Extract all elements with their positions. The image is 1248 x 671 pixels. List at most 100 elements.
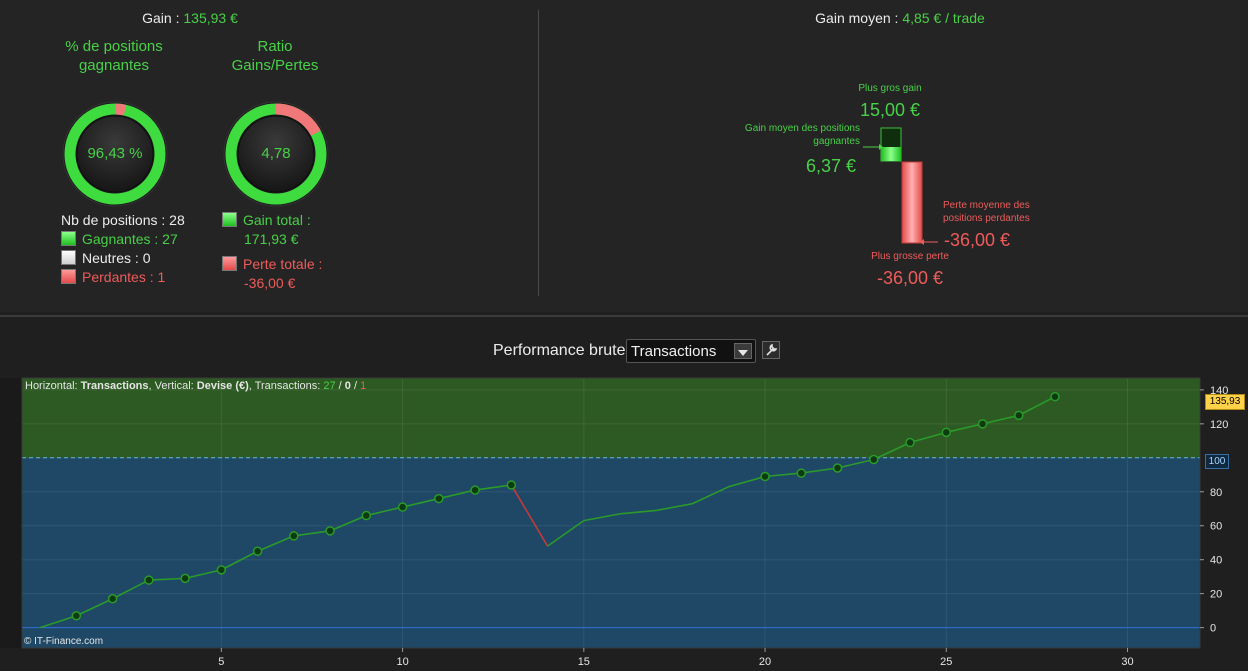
series-segment xyxy=(619,509,657,515)
perte-totale-value: -36,00 € xyxy=(244,275,296,291)
series-segment xyxy=(293,530,331,537)
data-point xyxy=(506,480,517,490)
reference-badge: 100 xyxy=(1205,454,1229,469)
y-tick-label: 60 xyxy=(1210,521,1222,533)
data-point xyxy=(760,471,770,482)
x-tick-label: 25 xyxy=(940,656,952,668)
red-square-icon xyxy=(222,256,237,271)
gain-total: Gain total : xyxy=(222,211,322,230)
gain-total-value: 171,93 € xyxy=(244,231,299,247)
pct-winning-gauge xyxy=(62,101,168,207)
data-point xyxy=(180,573,190,584)
section-divider xyxy=(0,315,1248,317)
pct-winning-title: % de positions gagnantes xyxy=(65,38,163,74)
chart-info-line: Horizontal: Transactions, Vertical: Devi… xyxy=(25,380,367,392)
data-point xyxy=(434,493,444,504)
data-point xyxy=(941,427,952,438)
series-segment xyxy=(692,485,730,505)
series-segment xyxy=(184,569,222,580)
series-segment xyxy=(583,513,621,522)
legend-losing: Perdantes : 1 xyxy=(61,268,185,287)
positions-legend: Nb de positions : 28 Gagnantes : 27 Neut… xyxy=(61,211,185,287)
below-reference-zone xyxy=(22,457,1200,648)
y-tick-label: 40 xyxy=(1210,555,1222,567)
data-point xyxy=(796,468,807,478)
totals-legend: Gain total : 171,93 € Perte totale : -36… xyxy=(222,211,322,293)
gain-moyen-positions-label: Gain moyen des positions gagnantes xyxy=(744,123,860,147)
data-point xyxy=(1050,391,1060,402)
data-point xyxy=(107,594,118,604)
x-tick-label: 30 xyxy=(1121,656,1133,668)
performance-title: Performance brute xyxy=(493,342,626,359)
gain-loss-bars xyxy=(863,127,938,245)
green-square-icon xyxy=(61,231,76,246)
perte-totale: Perte totale : xyxy=(222,255,322,274)
y-tick-label: 120 xyxy=(1210,419,1228,431)
x-tick-label: 15 xyxy=(578,656,590,668)
series-segment xyxy=(946,423,983,434)
loss-segment xyxy=(510,484,549,547)
y-tick-label: 140 xyxy=(1210,385,1228,397)
series-segment xyxy=(257,535,295,552)
series-segment xyxy=(112,579,150,600)
last-value-badge: 135,93 xyxy=(1205,394,1245,410)
series-segment xyxy=(656,502,693,512)
data-point xyxy=(71,610,82,621)
ratio-title: Ratio Gains/Pertes xyxy=(231,38,319,74)
x-tick-label: 10 xyxy=(396,656,408,668)
plot-frame xyxy=(21,377,1201,649)
series-segment xyxy=(1018,395,1056,417)
gain-label: Gain : xyxy=(142,10,180,26)
y-tick-label: 80 xyxy=(1210,487,1222,499)
series-segment xyxy=(837,458,874,469)
chevron-down-icon[interactable] xyxy=(734,343,752,359)
plus-gros-gain-label: Plus gros gain xyxy=(858,83,922,94)
series-segment xyxy=(220,550,258,571)
series-segment xyxy=(366,506,403,517)
series-segment xyxy=(982,414,1019,425)
legend-neutral: Neutres : 0 xyxy=(61,249,185,268)
series-segment xyxy=(547,519,585,547)
data-point xyxy=(325,526,335,536)
series-segment xyxy=(39,614,77,629)
stats-panel xyxy=(0,0,1248,312)
data-point xyxy=(289,531,299,541)
y-tick-label: 0 xyxy=(1210,623,1216,635)
series-segment xyxy=(728,475,766,488)
data-point xyxy=(216,565,227,575)
performance-mode-value: Transactions xyxy=(631,343,717,360)
wrench-icon[interactable] xyxy=(762,341,780,359)
data-point xyxy=(905,437,915,448)
panel-divider xyxy=(538,10,539,296)
red-square-icon xyxy=(61,269,76,284)
series-segment xyxy=(801,467,838,474)
white-square-icon xyxy=(61,250,76,265)
data-point xyxy=(470,485,480,495)
series-segment xyxy=(402,497,440,508)
data-point xyxy=(977,419,988,429)
gain-moyen-label: Gain moyen : xyxy=(815,10,899,26)
series-segment xyxy=(76,598,113,617)
data-point xyxy=(869,454,879,465)
nb-positions: Nb de positions : 28 xyxy=(61,212,185,228)
gain-moyen-value: 4,85 € / trade xyxy=(902,10,985,26)
series-segment xyxy=(148,577,186,581)
performance-chart: 5 10 15 20 25 30 0 20 40 60 80 120 140 xyxy=(0,377,1228,668)
legend-winning: Gagnantes : 27 xyxy=(61,230,185,249)
data-point xyxy=(361,510,372,521)
series-segment xyxy=(438,489,476,500)
y-tick-label: 20 xyxy=(1210,589,1222,601)
gain-moyen-header: Gain moyen : 4,85 € / trade xyxy=(740,10,1060,26)
x-tick-label: 20 xyxy=(759,656,771,668)
ratio-gauge xyxy=(223,101,329,207)
pct-winning-value: 96,43 % xyxy=(87,145,143,162)
performance-mode-select[interactable]: Transactions xyxy=(626,339,756,363)
copyright-label: © IT-Finance.com xyxy=(24,636,104,647)
data-point xyxy=(252,546,263,556)
ratio-value: 4,78 xyxy=(261,145,291,162)
data-point xyxy=(397,502,408,512)
plus-grosse-perte-label: Plus grosse perte xyxy=(871,251,949,262)
x-tick-label: 5 xyxy=(218,656,224,668)
gain-moyen-positions-value: 6,37 € xyxy=(806,156,857,176)
data-point xyxy=(832,463,843,473)
